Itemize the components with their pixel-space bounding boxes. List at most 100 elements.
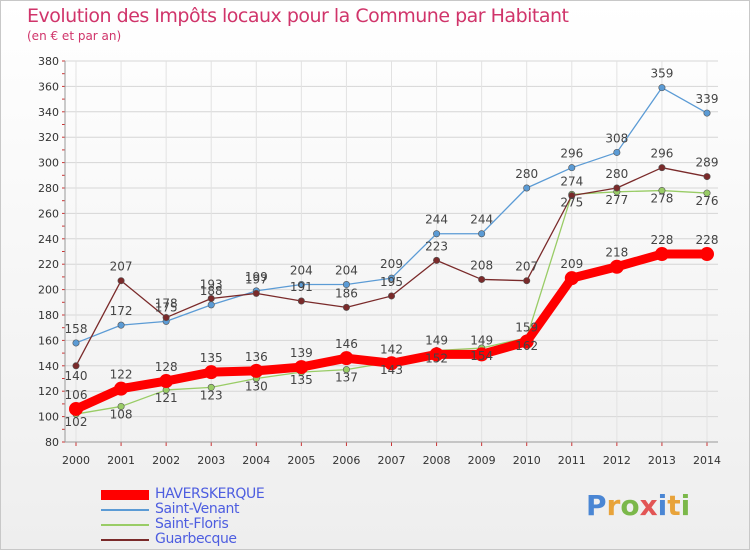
data-label: 172 xyxy=(110,304,133,318)
x-tick-label: 2014 xyxy=(693,454,721,467)
data-point xyxy=(703,109,711,117)
data-point xyxy=(478,275,486,283)
data-point xyxy=(523,184,531,192)
legend-swatch xyxy=(101,508,149,511)
data-point xyxy=(339,351,354,366)
legend-label: HAVERSKERQUE xyxy=(155,486,265,502)
data-label: 209 xyxy=(380,257,403,271)
data-label: 209 xyxy=(560,257,583,271)
x-tick-label: 2011 xyxy=(558,454,586,467)
data-label: 140 xyxy=(65,369,88,383)
logo-letter: i xyxy=(680,489,691,522)
data-point xyxy=(654,247,669,262)
x-tick-label: 2008 xyxy=(423,454,451,467)
data-point xyxy=(658,84,666,92)
data-point xyxy=(703,189,711,197)
data-point xyxy=(117,402,125,410)
legend-item-saint-venant: Saint-Venant xyxy=(101,502,264,517)
data-label: 191 xyxy=(290,280,313,294)
chart-title: Evolution des Impôts locaux pour la Comm… xyxy=(27,5,569,27)
data-label: 228 xyxy=(650,233,673,247)
x-tick-label: 2005 xyxy=(287,454,315,467)
data-label: 135 xyxy=(200,351,223,365)
data-label: 275 xyxy=(560,195,583,209)
legend-label: Guarbecque xyxy=(155,531,237,547)
data-point xyxy=(609,259,624,274)
y-tick-label: 180 xyxy=(38,309,59,322)
data-point xyxy=(72,362,80,370)
data-point xyxy=(433,230,441,238)
data-point xyxy=(568,164,576,172)
data-point xyxy=(703,173,711,181)
data-label: 154 xyxy=(470,349,493,363)
x-tick-label: 2001 xyxy=(107,454,135,467)
data-label: 143 xyxy=(380,363,403,377)
data-point xyxy=(474,347,489,362)
data-point xyxy=(658,187,666,195)
y-tick-label: 200 xyxy=(38,284,59,297)
x-tick-label: 2003 xyxy=(197,454,225,467)
y-tick-label: 300 xyxy=(38,157,59,170)
data-point xyxy=(69,401,83,416)
data-label: 296 xyxy=(650,147,673,161)
data-label: 136 xyxy=(245,350,268,364)
data-label: 139 xyxy=(290,346,313,360)
data-label: 149 xyxy=(425,333,448,347)
data-point xyxy=(207,383,215,391)
data-point xyxy=(294,360,309,375)
data-point xyxy=(204,365,219,380)
data-label: 195 xyxy=(380,275,403,289)
y-tick-label: 100 xyxy=(38,411,59,424)
data-point xyxy=(117,277,125,285)
legend-label: Saint-Venant xyxy=(155,501,240,517)
y-tick-label: 320 xyxy=(38,131,59,144)
data-label: 359 xyxy=(650,67,673,81)
data-point xyxy=(207,294,215,302)
x-tick-label: 2000 xyxy=(62,454,90,467)
data-point xyxy=(700,247,714,262)
data-label: 280 xyxy=(605,167,628,181)
x-tick-label: 2006 xyxy=(332,454,360,467)
data-point xyxy=(159,374,174,389)
data-point xyxy=(387,292,395,300)
data-point xyxy=(519,334,534,349)
legend-label: Saint-Floris xyxy=(155,516,229,532)
y-tick-label: 280 xyxy=(38,182,59,195)
y-tick-label: 260 xyxy=(38,207,59,220)
data-point xyxy=(252,289,260,297)
data-label: 162 xyxy=(515,339,538,353)
data-label: 277 xyxy=(605,193,628,207)
legend-item-saint-floris: Saint-Floris xyxy=(101,517,264,532)
legend: HAVERSKERQUE Saint-Venant Saint-Floris Guar… xyxy=(101,486,265,547)
data-label: 204 xyxy=(335,264,358,278)
data-label: 122 xyxy=(110,368,133,382)
data-label: 228 xyxy=(696,233,719,247)
data-label: 121 xyxy=(155,391,178,405)
data-label: 123 xyxy=(200,388,223,402)
data-label: 159 xyxy=(515,321,538,335)
y-tick-label: 220 xyxy=(38,258,59,271)
y-tick-label: 120 xyxy=(38,385,59,398)
data-label: 339 xyxy=(696,92,719,106)
y-tick-label: 80 xyxy=(45,436,59,449)
data-point xyxy=(387,274,395,282)
x-tick-label: 2010 xyxy=(513,454,541,467)
data-label: 278 xyxy=(650,192,673,206)
data-point xyxy=(297,281,305,289)
data-label: 199 xyxy=(245,270,268,284)
data-label: 296 xyxy=(560,147,583,161)
data-label: 193 xyxy=(200,277,223,291)
data-point xyxy=(297,297,305,305)
x-tick-label: 2004 xyxy=(242,454,270,467)
x-tick-label: 2007 xyxy=(378,454,406,467)
data-label: 208 xyxy=(470,258,493,272)
data-point xyxy=(613,148,621,156)
y-tick-label: 140 xyxy=(38,360,59,373)
data-label: 146 xyxy=(335,337,358,351)
legend-item-haverskerque: HAVERSKERQUE xyxy=(101,486,265,502)
data-label: 207 xyxy=(515,260,538,274)
data-label: 175 xyxy=(155,300,178,314)
logo-letter: i xyxy=(657,489,668,522)
y-tick-label: 380 xyxy=(38,55,59,68)
data-point xyxy=(207,301,215,309)
